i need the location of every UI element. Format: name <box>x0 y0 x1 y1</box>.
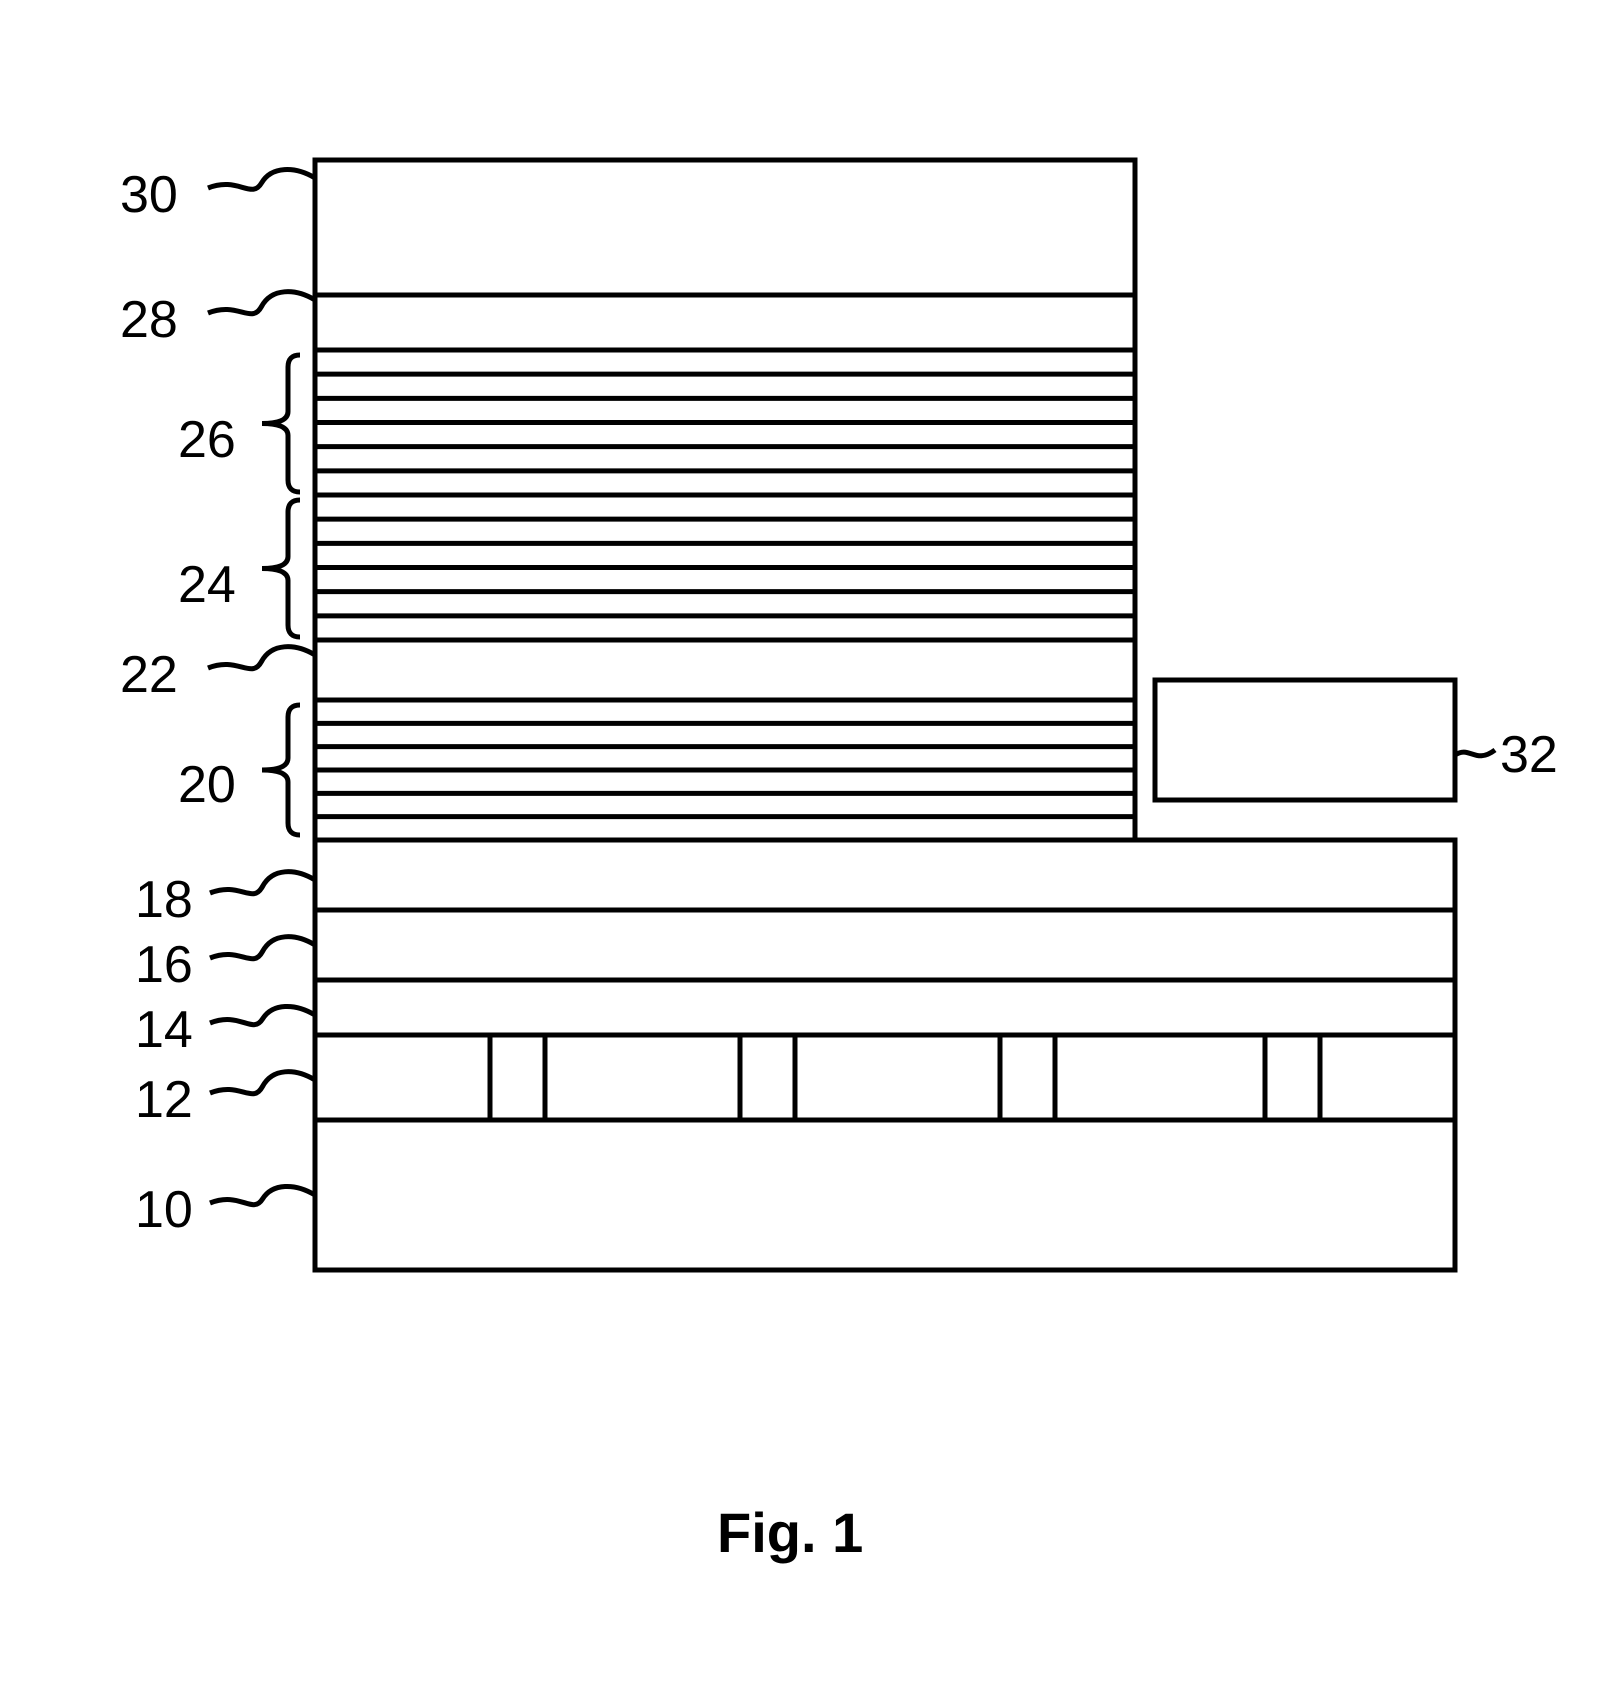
label-22: 22 <box>120 645 178 705</box>
figure-caption: Fig. 1 <box>717 1500 863 1565</box>
label-16: 16 <box>135 935 193 995</box>
label-32: 32 <box>1500 725 1558 785</box>
label-20: 20 <box>178 755 236 815</box>
label-10: 10 <box>135 1180 193 1240</box>
label-24: 24 <box>178 555 236 615</box>
label-18: 18 <box>135 870 193 930</box>
diagram-svg <box>0 0 1614 1682</box>
label-28: 28 <box>120 290 178 350</box>
figure-container: 30 28 22 181614 12 10 26 24 20 32 Fig. 1 <box>0 0 1614 1682</box>
label-12: 12 <box>135 1070 193 1130</box>
label-14: 14 <box>135 1000 193 1060</box>
label-30: 30 <box>120 165 178 225</box>
label-26: 26 <box>178 410 236 470</box>
